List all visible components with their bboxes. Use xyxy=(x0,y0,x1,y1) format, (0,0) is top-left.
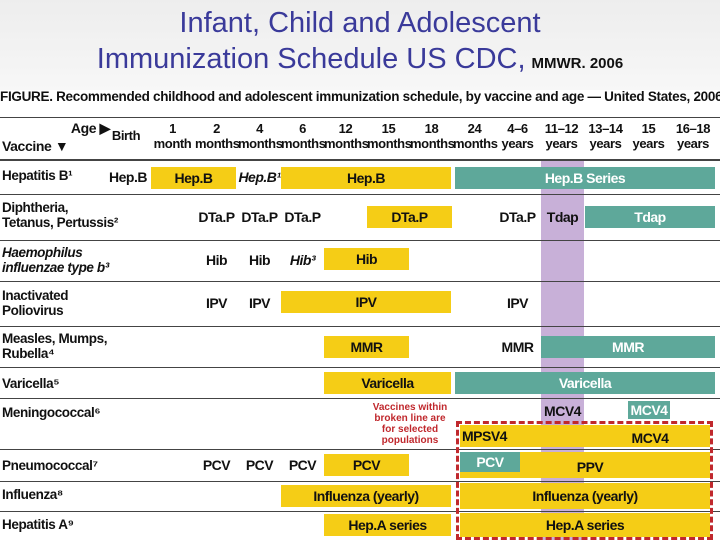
vaccine-label-ipv: Inactivated Poliovirus xyxy=(2,288,69,318)
slide-title-bar: Infant, Child and Adolescent Immunizatio… xyxy=(0,0,720,90)
age-header-13-14y: 13–14 years xyxy=(588,121,623,151)
age-header-11-12y: 11–12 years xyxy=(544,121,579,151)
bar-tdap-13-18y: Tdap xyxy=(585,206,715,228)
row-divider xyxy=(0,481,720,482)
bar-mmr-12-15m: MMR xyxy=(324,336,409,358)
age-header-24m: 24 months xyxy=(453,121,498,151)
cell-dtap-4m: DTa.P xyxy=(241,209,278,225)
age-header-6m: 6 months xyxy=(281,121,326,151)
age-header-12m: 12 months xyxy=(324,121,369,151)
vaccine-label-influenza: Influenza⁸ xyxy=(2,487,63,502)
cell-ipv-2m: IPV xyxy=(205,295,228,311)
slide-source: MMWR. 2006 xyxy=(531,55,624,72)
bar-hepb-1m: Hep.B xyxy=(151,167,236,189)
selected-populations-dashed-box xyxy=(456,421,713,540)
cell-mcv4-11-12y: MCV4 xyxy=(544,403,581,419)
bar-mcv4-15y: MCV4 xyxy=(628,401,670,419)
selected-populations-note: Vaccines within broken line are for sele… xyxy=(372,402,448,446)
age-header-4m: 4 months xyxy=(238,121,283,151)
corner-age-label: Age ▶ xyxy=(70,120,111,136)
row-divider xyxy=(0,117,720,118)
bar-pcv-selected: PCV xyxy=(460,452,520,472)
age-header-4-6y: 4–6 years xyxy=(501,121,534,151)
bar-hib-12-15m: Hib xyxy=(324,248,409,270)
bar-hepb-6-18m: Hep.B xyxy=(281,167,451,189)
selected-populations-note-bg xyxy=(364,399,454,448)
cell-hib-2m: Hib xyxy=(205,252,228,268)
bar-meningococcal-selected xyxy=(460,425,710,447)
slide-title-text: Immunization Schedule US CDC, xyxy=(96,43,526,75)
corner-vaccine-label: Vaccine ▼ xyxy=(2,138,69,154)
bar-dtap-15-18m: DTa.P xyxy=(367,206,452,228)
bar-varicella-24m-18y: Varicella xyxy=(455,372,715,394)
row-divider xyxy=(0,159,720,161)
age-header-18m: 18 months xyxy=(410,121,455,151)
vaccine-label-mmr: Measles, Mumps, Rubella⁴ xyxy=(2,331,108,361)
row-divider xyxy=(0,326,720,327)
cell-mcv4-selected: MCV4 xyxy=(631,430,669,446)
slide-title-line1: Infant, Child and Adolescent xyxy=(179,7,541,39)
cell-mmr-4-6y: MMR xyxy=(501,339,534,355)
vaccine-label-varicella: Varicella⁵ xyxy=(2,376,60,391)
bar-varicella-12-18m: Varicella xyxy=(324,372,451,394)
row-divider xyxy=(0,367,720,368)
cell-hib-4m: Hib xyxy=(248,252,271,268)
row-divider xyxy=(0,281,720,282)
row-divider xyxy=(0,194,720,195)
bar-hepa-older: Hep.A series xyxy=(460,513,710,537)
age-header-birth: Birth xyxy=(111,128,141,143)
row-divider xyxy=(0,398,720,399)
cell-pcv-6m: PCV xyxy=(288,457,317,473)
row-divider xyxy=(0,240,720,241)
vaccine-label-hepatitis-a: Hepatitis A⁹ xyxy=(2,517,74,532)
bar-ipv-6-18m: IPV xyxy=(281,291,451,313)
row-divider xyxy=(0,511,720,512)
age-header-1m: 1 month xyxy=(153,121,192,151)
vaccine-label-dtap: Diphtheria, Tetanus, Pertussis² xyxy=(2,200,118,230)
bar-influenza-6-24m: Influenza (yearly) xyxy=(281,485,451,507)
cell-hib-6m: Hib³ xyxy=(289,252,316,268)
age-header-2m: 2 months xyxy=(195,121,240,151)
row-divider xyxy=(0,449,720,450)
cell-hepb-4m: Hep.B¹ xyxy=(238,169,281,185)
cell-pcv-2m: PCV xyxy=(202,457,231,473)
bar-hepb-series: Hep.B Series xyxy=(455,167,715,189)
figure-caption: FIGURE. Recommended childhood and adoles… xyxy=(0,89,720,104)
bar-hepa-12-24m: Hep.A series xyxy=(324,514,451,536)
vaccine-label-meningococcal: Meningococcal⁶ xyxy=(2,405,101,420)
vaccine-label-pneumococcal: Pneumococcal⁷ xyxy=(2,458,98,473)
cell-pcv-4m: PCV xyxy=(245,457,274,473)
age-header-15y: 15 years xyxy=(632,121,665,151)
cell-tdap-11-12y: Tdap xyxy=(546,209,579,225)
age-header-15m: 15 months xyxy=(367,121,412,151)
bar-mmr-11-18y: MMR xyxy=(541,336,715,358)
age-header-16-18y: 16–18 years xyxy=(675,121,711,151)
cell-hepb-birth: Hep.B xyxy=(109,169,147,185)
cell-dtap-2m: DTa.P xyxy=(198,209,235,225)
slide-title-line2: Immunization Schedule US CDC, MMWR. 2006 xyxy=(0,42,720,81)
bar-pcv-12-15m: PCV xyxy=(324,454,409,476)
cell-dtap-6m: DTa.P xyxy=(284,209,321,225)
cell-ipv-4m: IPV xyxy=(248,295,271,311)
vaccine-label-hepatitis-b: Hepatitis B¹ xyxy=(2,168,73,183)
cell-ipv-4-6y: IPV xyxy=(506,295,529,311)
cell-ppv: PPV xyxy=(576,459,604,475)
bar-influenza-older: Influenza (yearly) xyxy=(460,483,710,509)
cell-mpsv4: MPSV4 xyxy=(462,428,507,444)
vaccine-label-hib: Haemophilus influenzae type b³ xyxy=(2,245,109,275)
cell-dtap-4-6y: DTa.P xyxy=(499,209,536,225)
